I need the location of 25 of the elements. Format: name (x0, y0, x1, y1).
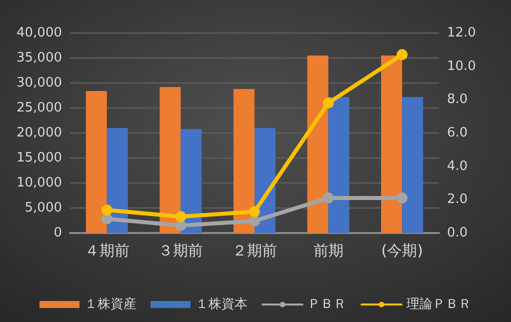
y-tick-label: 40,000 (16, 26, 62, 40)
legend-label: １株資本 (196, 297, 248, 312)
y-tick-label: 5,000 (24, 200, 62, 216)
y-tick-label: 0 (54, 226, 62, 240)
x-tick-label: ４期前 (84, 242, 130, 260)
x-tick-label: ３期前 (158, 242, 204, 260)
y-tick-label: 35,000 (16, 50, 62, 66)
y-tick-label: 15,000 (16, 150, 62, 166)
x-tick-label: (今期) (381, 242, 423, 260)
y2-tick-label: 10.0 (447, 58, 476, 74)
y2-tick-label: 6.0 (447, 126, 468, 140)
y2-tick-label: 4.0 (447, 158, 468, 174)
x-tick-label: 前期 (313, 242, 344, 260)
y-tick-label: 25,000 (16, 100, 62, 116)
y2-tick-label: 2.0 (447, 192, 468, 208)
y-tick-label: 30,000 (16, 76, 62, 90)
legend-label: ＰＢＲ (308, 297, 346, 312)
y2-tick-label: 12.0 (447, 26, 476, 40)
legend-label: 理論ＰＢＲ (406, 297, 472, 312)
y-tick-label: 10,000 (16, 176, 62, 190)
y2-tick-label: 0.0 (447, 226, 468, 240)
y-tick-label: 20,000 (16, 126, 62, 140)
y2-tick-label: 8.0 (447, 92, 468, 108)
legend-label: １株資産 (84, 296, 136, 312)
x-tick-label: ２期前 (232, 242, 277, 260)
